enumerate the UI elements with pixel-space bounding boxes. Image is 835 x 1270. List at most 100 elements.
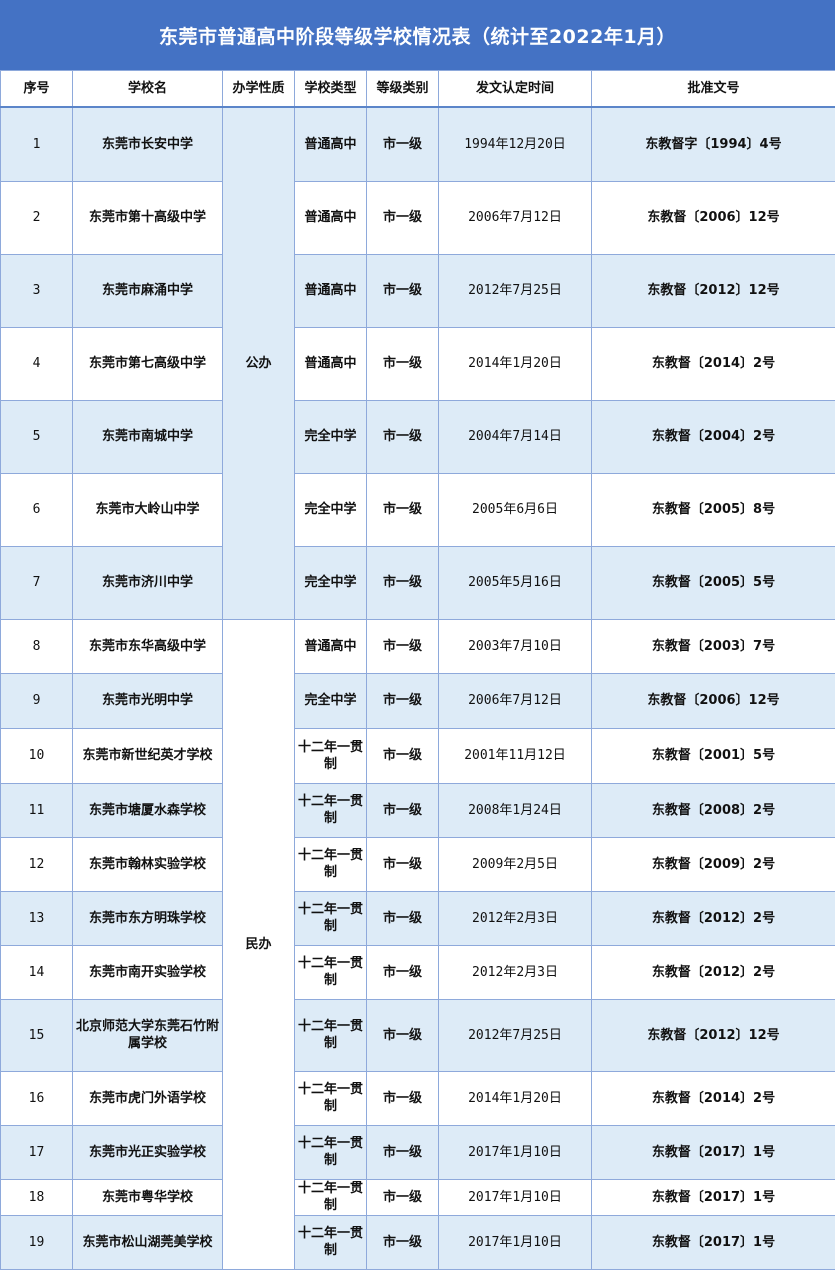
school-type: 十二年一贯制 [295,1215,367,1269]
row-number: 18 [1,1179,73,1215]
school-name: 东莞市第十高级中学 [73,181,223,254]
school-level: 市一级 [367,473,439,546]
approval-doc-number: 东教督〔2006〕12号 [592,181,835,254]
school-name: 东莞市第七高级中学 [73,327,223,400]
school-level: 市一级 [367,400,439,473]
approval-date: 2009年2月5日 [439,837,592,891]
school-type: 普通高中 [295,327,367,400]
school-level: 市一级 [367,107,439,181]
school-level: 市一级 [367,837,439,891]
school-type: 完全中学 [295,473,367,546]
school-name: 东莞市光正实验学校 [73,1125,223,1179]
row-number: 8 [1,619,73,673]
row-number: 4 [1,327,73,400]
school-name: 东莞市虎门外语学校 [73,1071,223,1125]
row-number: 16 [1,1071,73,1125]
approval-date: 2003年7月10日 [439,619,592,673]
approval-doc-number: 东教督〔2004〕2号 [592,400,835,473]
approval-date: 2005年5月16日 [439,546,592,619]
school-level: 市一级 [367,1071,439,1125]
school-level: 市一级 [367,1179,439,1215]
header-row: 序号学校名办学性质学校类型等级类别发文认定时间批准文号 [1,71,835,108]
school-level: 市一级 [367,728,439,783]
school-level: 市一级 [367,783,439,837]
school-name: 东莞市翰林实验学校 [73,837,223,891]
school-type: 十二年一贯制 [295,1071,367,1125]
school-type: 十二年一贯制 [295,783,367,837]
col-header-doc: 批准文号 [592,71,835,108]
approval-doc-number: 东教督〔2005〕5号 [592,546,835,619]
row-number: 1 [1,107,73,181]
row-number: 11 [1,783,73,837]
school-name: 东莞市粤华学校 [73,1179,223,1215]
approval-doc-number: 东教督〔2009〕2号 [592,837,835,891]
approval-doc-number: 东教督〔2003〕7号 [592,619,835,673]
approval-doc-number: 东教督〔2014〕2号 [592,327,835,400]
school-type: 十二年一贯制 [295,945,367,999]
school-level: 市一级 [367,999,439,1071]
school-name: 东莞市济川中学 [73,546,223,619]
approval-date: 2012年2月3日 [439,891,592,945]
approval-doc-number: 东教督字〔1994〕4号 [592,107,835,181]
school-level: 市一级 [367,945,439,999]
row-number: 3 [1,254,73,327]
approval-date: 1994年12月20日 [439,107,592,181]
approval-doc-number: 东教督〔2012〕12号 [592,254,835,327]
col-header-nature: 办学性质 [223,71,295,108]
approval-date: 2017年1月10日 [439,1215,592,1269]
row-number: 19 [1,1215,73,1269]
school-name: 东莞市大岭山中学 [73,473,223,546]
approval-doc-number: 东教督〔2014〕2号 [592,1071,835,1125]
school-nature: 民办 [223,619,295,1269]
school-type: 十二年一贯制 [295,999,367,1071]
school-type: 普通高中 [295,254,367,327]
table-title: 东莞市普通高中阶段等级学校情况表（统计至2022年1月） [0,0,835,70]
school-level: 市一级 [367,1215,439,1269]
school-type: 十二年一贯制 [295,837,367,891]
approval-date: 2014年1月20日 [439,1071,592,1125]
school-level: 市一级 [367,673,439,728]
col-header-type: 学校类型 [295,71,367,108]
col-header-level: 等级类别 [367,71,439,108]
school-type: 完全中学 [295,673,367,728]
school-level: 市一级 [367,327,439,400]
approval-date: 2006年7月12日 [439,181,592,254]
approval-date: 2017年1月10日 [439,1179,592,1215]
approval-doc-number: 东教督〔2008〕2号 [592,783,835,837]
row-number: 7 [1,546,73,619]
row-number: 2 [1,181,73,254]
row-number: 12 [1,837,73,891]
approval-date: 2001年11月12日 [439,728,592,783]
school-level: 市一级 [367,181,439,254]
approval-date: 2006年7月12日 [439,673,592,728]
school-level: 市一级 [367,1125,439,1179]
school-level: 市一级 [367,254,439,327]
school-type: 十二年一贯制 [295,728,367,783]
school-type: 普通高中 [295,107,367,181]
school-name: 东莞市新世纪英才学校 [73,728,223,783]
school-name: 东莞市长安中学 [73,107,223,181]
school-type: 十二年一贯制 [295,891,367,945]
approval-date: 2012年7月25日 [439,999,592,1071]
row-number: 10 [1,728,73,783]
school-name: 东莞市松山湖莞美学校 [73,1215,223,1269]
school-type: 十二年一贯制 [295,1125,367,1179]
approval-doc-number: 东教督〔2012〕2号 [592,891,835,945]
school-level: 市一级 [367,891,439,945]
